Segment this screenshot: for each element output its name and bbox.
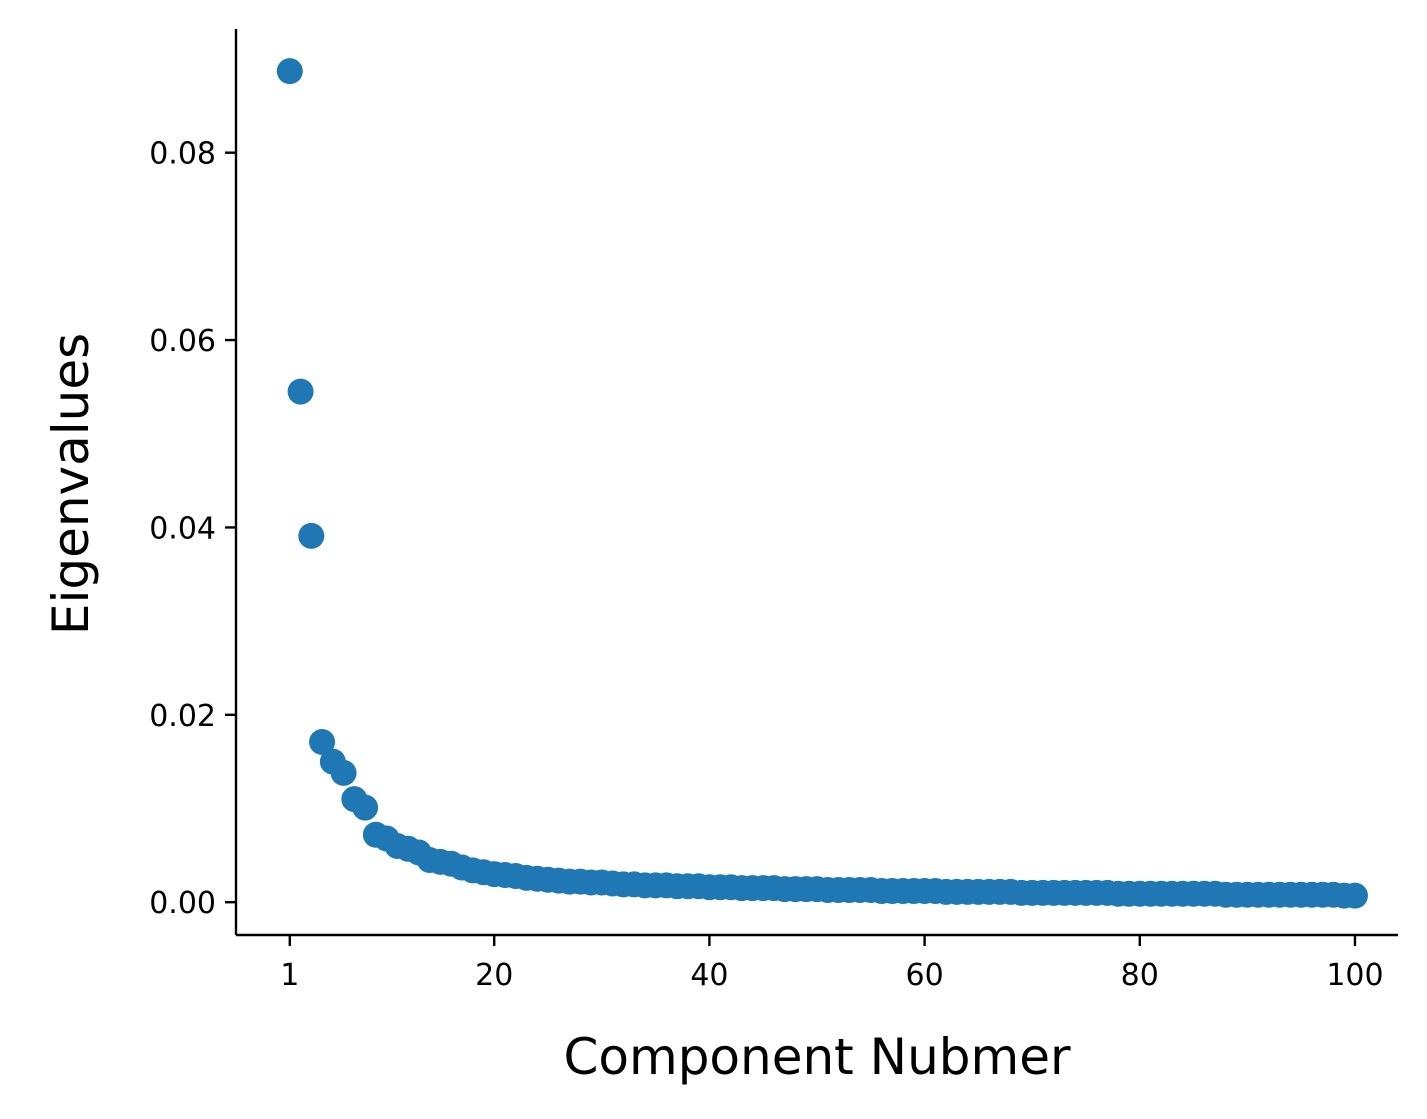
y-axis-title: Eigenvalues [42,333,100,635]
axes [234,29,1398,937]
data-point [1341,882,1368,909]
data-point [287,378,314,405]
y-axis-ticks: 0.00 0.02 0.04 0.06 0.08 [149,137,236,921]
data-point [352,794,379,821]
y-tick-label: 0.02 [149,699,216,734]
y-tick-label: 0.00 [149,886,216,921]
data-point [276,58,303,85]
data-point [330,759,357,786]
y-tick-label: 0.06 [149,324,216,359]
x-tick-label: 100 [1326,958,1383,993]
x-axis-title: Component Nubmer [563,1028,1070,1086]
data-point [298,522,325,549]
x-tick-label: 60 [905,958,943,993]
data-points [276,58,1368,909]
x-tick-label: 40 [690,958,728,993]
x-tick-label: 80 [1121,958,1159,993]
x-tick-label: 1 [280,958,299,993]
x-axis-ticks: 1 20 40 60 80 100 [280,935,1384,993]
y-tick-label: 0.04 [149,511,216,546]
y-tick-label: 0.08 [149,137,216,172]
data-point [309,728,336,755]
x-tick-label: 20 [475,958,513,993]
